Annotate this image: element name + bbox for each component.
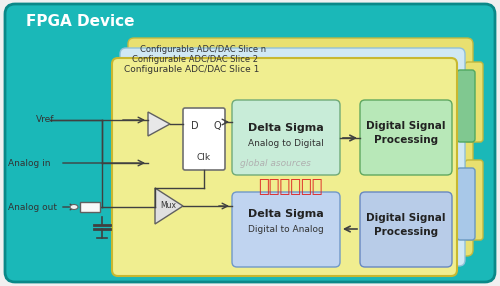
- Text: Q: Q: [213, 121, 221, 131]
- Text: Digital Signal: Digital Signal: [366, 121, 446, 131]
- FancyBboxPatch shape: [360, 100, 452, 175]
- Text: 电子工程专辑: 电子工程专辑: [258, 178, 322, 196]
- Text: Configurable ADC/DAC Slice 2: Configurable ADC/DAC Slice 2: [132, 55, 258, 65]
- Polygon shape: [148, 112, 170, 136]
- Text: Digital Signal: Digital Signal: [366, 213, 446, 223]
- Text: Analog to Digital: Analog to Digital: [248, 140, 324, 148]
- Text: Configurable ADC/DAC Slice 1: Configurable ADC/DAC Slice 1: [124, 65, 260, 74]
- FancyBboxPatch shape: [457, 70, 475, 142]
- Text: FPGA Device: FPGA Device: [26, 13, 134, 29]
- FancyBboxPatch shape: [465, 160, 483, 240]
- Text: Processing: Processing: [374, 227, 438, 237]
- Bar: [80, 202, 100, 212]
- FancyBboxPatch shape: [183, 108, 225, 170]
- Ellipse shape: [70, 204, 78, 210]
- FancyBboxPatch shape: [232, 100, 340, 175]
- Text: Delta Sigma: Delta Sigma: [248, 209, 324, 219]
- FancyBboxPatch shape: [465, 62, 483, 142]
- Text: Configurable ADC/DAC Slice n: Configurable ADC/DAC Slice n: [140, 45, 266, 55]
- FancyBboxPatch shape: [5, 4, 495, 282]
- Polygon shape: [155, 188, 183, 224]
- Text: Delta Sigma: Delta Sigma: [248, 123, 324, 133]
- Text: Analog out: Analog out: [8, 202, 57, 212]
- FancyBboxPatch shape: [360, 192, 452, 267]
- FancyBboxPatch shape: [112, 58, 457, 276]
- Text: Mux: Mux: [160, 202, 176, 210]
- FancyBboxPatch shape: [128, 38, 473, 256]
- Text: global asources: global asources: [240, 158, 310, 168]
- Text: Analog in: Analog in: [8, 158, 50, 168]
- Text: Clk: Clk: [197, 154, 211, 162]
- Text: D: D: [191, 121, 198, 131]
- FancyBboxPatch shape: [120, 48, 465, 266]
- FancyBboxPatch shape: [457, 168, 475, 240]
- Text: Digital to Analog: Digital to Analog: [248, 225, 324, 235]
- Text: Vref: Vref: [36, 114, 54, 124]
- Text: Processing: Processing: [374, 135, 438, 145]
- FancyBboxPatch shape: [232, 192, 340, 267]
